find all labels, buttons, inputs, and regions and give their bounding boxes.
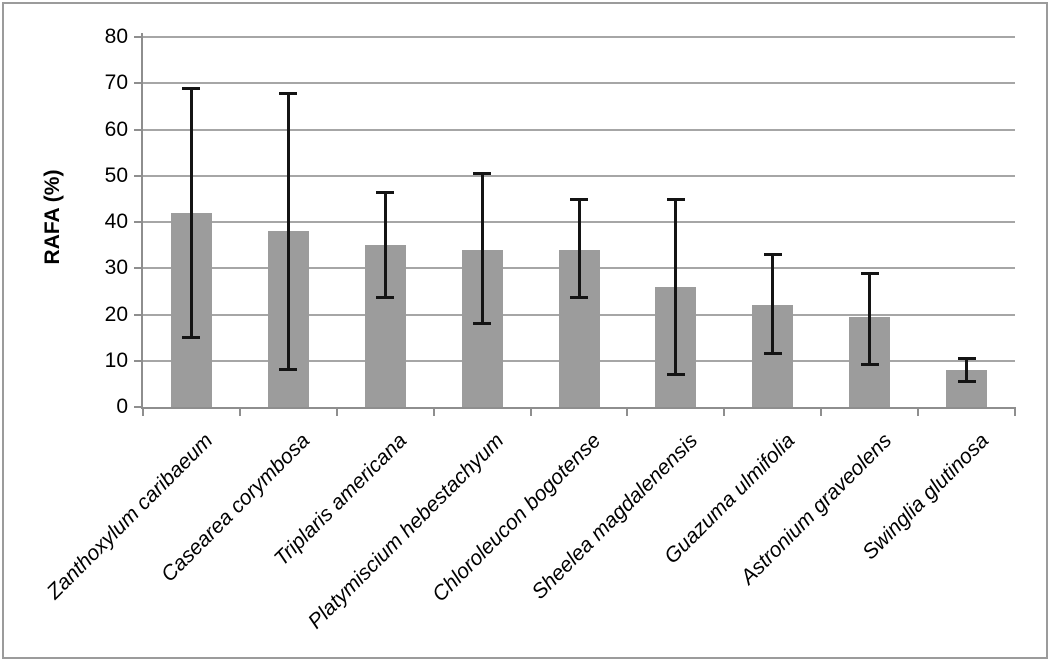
error-bar-cap-bottom <box>957 379 976 383</box>
error-bar-cap-top <box>957 357 976 361</box>
gridline <box>143 82 1015 85</box>
y-axis-tick <box>134 36 143 38</box>
error-bar-line <box>868 272 872 366</box>
y-axis-tick <box>134 267 143 270</box>
error-bar-line <box>771 254 775 354</box>
gridline <box>143 174 1015 177</box>
y-tick-label: 30 <box>104 256 128 280</box>
x-axis-tick <box>820 407 823 416</box>
error-bar-line <box>286 92 290 370</box>
error-bar-line <box>577 198 581 299</box>
y-tick-label: 0 <box>116 395 128 418</box>
y-tick-label: 10 <box>104 348 128 372</box>
y-tick-label: 70 <box>104 71 128 95</box>
y-axis-tick <box>134 359 143 362</box>
x-axis-tick <box>529 407 532 416</box>
error-bar-line <box>383 191 387 299</box>
gridline <box>143 128 1015 131</box>
plot-area: 0 10 20 30 40 50 60 70 80 Zanthoxylum caribaeum Ca… <box>43 26 1016 633</box>
error-bar-cap-bottom <box>473 321 492 325</box>
error-bar-cap-top <box>376 190 395 194</box>
x-axis-tick <box>723 407 726 416</box>
y-tick-label: 60 <box>104 117 128 141</box>
error-bar-cap-top <box>570 197 588 201</box>
x-axis-tick <box>238 407 241 416</box>
error-bar-cap-bottom <box>666 372 685 376</box>
x-axis-tick <box>142 407 144 416</box>
error-bar-cap-top <box>279 91 298 95</box>
error-bar-cap-bottom <box>182 335 201 339</box>
error-bar-cap-top <box>666 197 685 201</box>
y-tick-label: 50 <box>104 163 128 187</box>
x-axis-tick <box>335 407 338 416</box>
y-axis-tick <box>134 221 143 223</box>
error-bar-cap-top <box>860 271 879 275</box>
error-bar-line <box>674 198 678 375</box>
x-axis-tick <box>432 407 435 416</box>
y-axis-tick <box>134 82 143 85</box>
y-axis-tick <box>134 313 143 316</box>
error-bar-line <box>480 173 484 324</box>
error-bar-cap-bottom <box>570 296 588 300</box>
error-bar-cap-top <box>763 253 782 257</box>
y-axis-tick <box>134 406 143 408</box>
error-bar-cap-bottom <box>279 368 298 371</box>
y-tick-label: 40 <box>104 210 128 233</box>
y-axis-title: RAFA (%) <box>41 169 64 265</box>
x-axis-line <box>141 407 1015 409</box>
error-bar-cap-bottom <box>860 363 879 367</box>
error-bar-cap-top <box>182 86 201 90</box>
x-axis-tick <box>1014 407 1016 416</box>
x-axis-tick <box>626 407 629 416</box>
y-tick-label: 80 <box>104 25 128 48</box>
error-bar-line <box>965 358 969 382</box>
error-bar-cap-bottom <box>376 296 395 300</box>
y-axis-tick <box>134 128 143 131</box>
error-bar-cap-bottom <box>763 351 782 355</box>
y-axis-line <box>141 33 143 409</box>
error-bar-cap-top <box>473 172 492 176</box>
gridline <box>143 36 1015 38</box>
y-tick-label: 20 <box>104 302 128 326</box>
error-bar-line <box>189 87 193 338</box>
x-axis-tick <box>917 407 920 416</box>
y-axis-tick <box>134 174 143 177</box>
